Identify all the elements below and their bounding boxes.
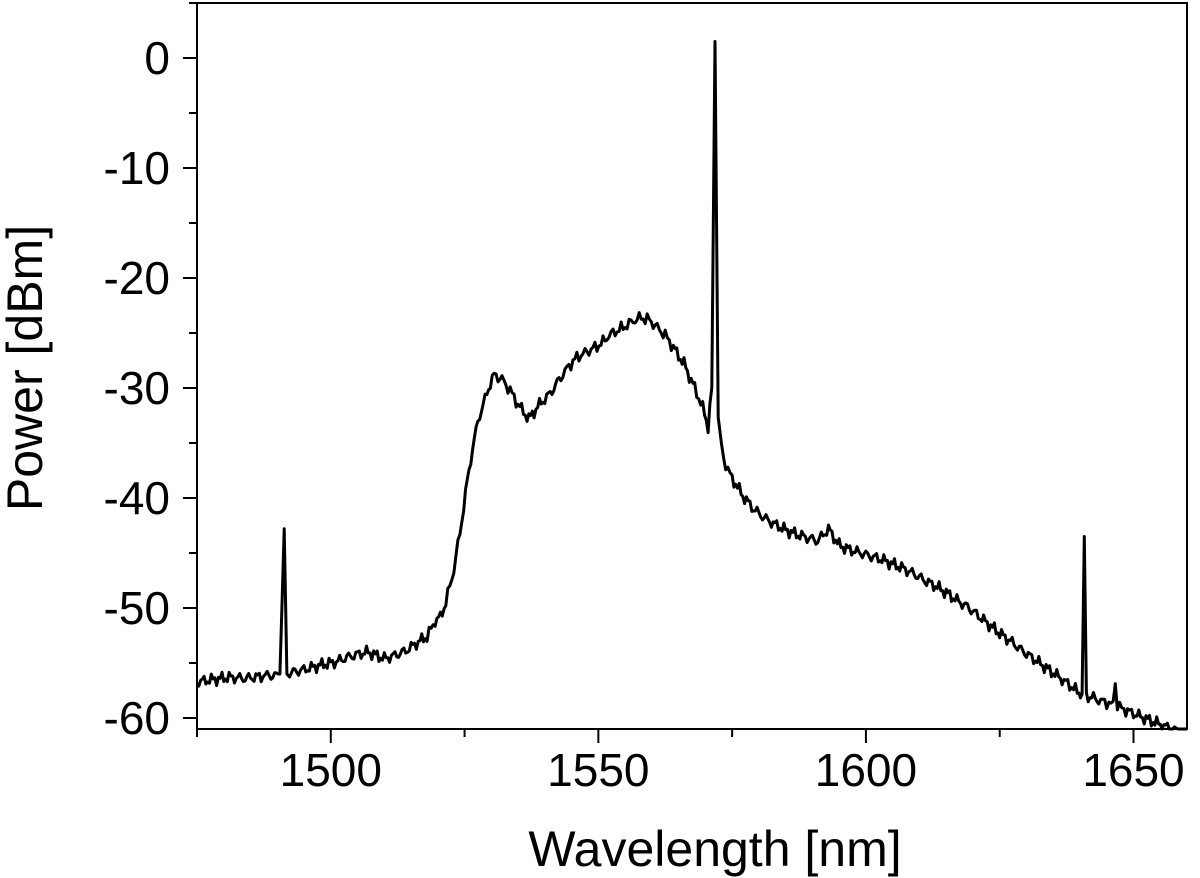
- y-axis-label: Power [dBm]: [0, 225, 53, 511]
- y-axis-tick-labels: 0 -10 -20 -30 -40 -50 -60: [104, 32, 170, 744]
- power-spectrum-line: [195, 40, 1187, 731]
- y-axis-ticks: [183, 2, 197, 719]
- x-axis-ticks: [196, 729, 1135, 743]
- plot-area: [196, 2, 1188, 730]
- y-tick-label: -60: [104, 692, 170, 744]
- x-axis-label: Wavelength [nm]: [528, 821, 901, 877]
- x-tick-label: 1550: [547, 744, 649, 796]
- y-tick-label: -20: [104, 252, 170, 304]
- x-axis-tick-labels: 1500 1550 1600 1650: [280, 744, 1185, 796]
- y-tick-label: -50: [104, 582, 170, 634]
- plot-frame: [196, 2, 1188, 730]
- x-tick-label: 1500: [280, 744, 382, 796]
- y-tick-label: -40: [104, 472, 170, 524]
- x-tick-label: 1650: [1082, 744, 1184, 796]
- x-tick-label: 1600: [815, 744, 917, 796]
- y-tick-label: -10: [104, 142, 170, 194]
- y-tick-label: 0: [144, 32, 170, 84]
- y-tick-label: -30: [104, 362, 170, 414]
